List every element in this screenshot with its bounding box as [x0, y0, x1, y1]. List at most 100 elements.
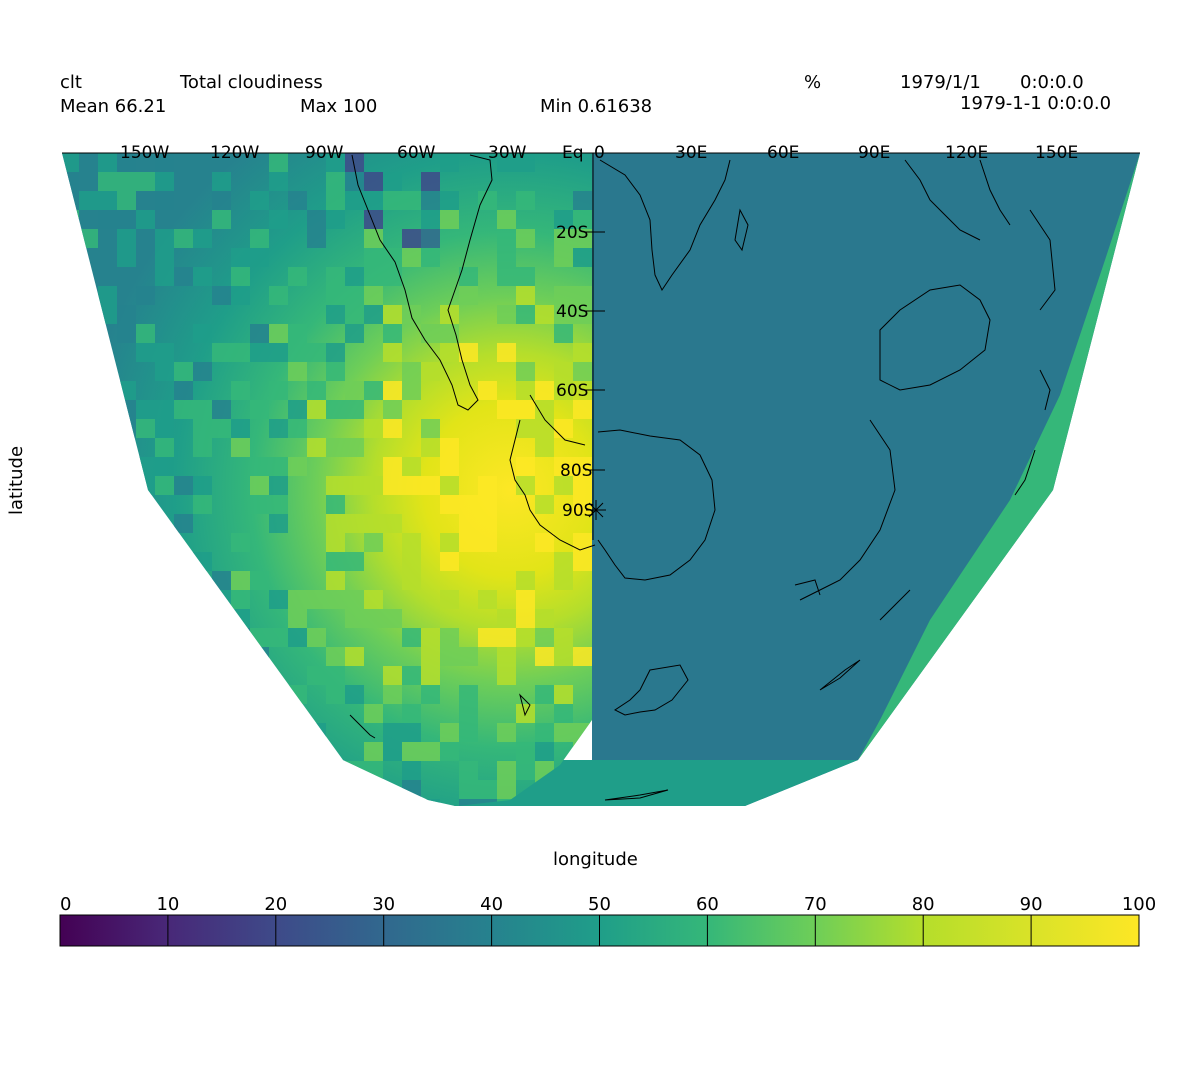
- grid-cell: [231, 343, 250, 362]
- lon-tick-label: 60W: [397, 143, 436, 163]
- grid-cell: [516, 381, 535, 400]
- grid-cell: [364, 248, 383, 267]
- grid-cell: [136, 210, 155, 229]
- grid-cell: [307, 400, 326, 419]
- grid-cell: [573, 343, 592, 362]
- grid-cell: [364, 590, 383, 609]
- grid-cell: [79, 457, 98, 476]
- grid-cell: [269, 324, 288, 343]
- grid-cell: [345, 761, 364, 780]
- grid-cell: [535, 685, 554, 704]
- grid-cell: [288, 343, 307, 362]
- grid-cell: [212, 685, 231, 704]
- grid-cell: [535, 305, 554, 324]
- grid-cell: [212, 210, 231, 229]
- grid-cell: [98, 153, 117, 172]
- grid-cell: [345, 191, 364, 210]
- grid-cell: [174, 476, 193, 495]
- lon-tick-label: 60E: [767, 143, 799, 163]
- grid-cell: [136, 343, 155, 362]
- grid-cell: [250, 571, 269, 590]
- grid-cell: [364, 267, 383, 286]
- grid-cell: [269, 514, 288, 533]
- grid-cell: [62, 742, 79, 761]
- grid-cell: [117, 210, 136, 229]
- variable-name: clt: [60, 72, 82, 93]
- grid-cell: [497, 647, 516, 666]
- grid-cell: [117, 419, 136, 438]
- grid-cell: [174, 267, 193, 286]
- grid-cell: [98, 742, 117, 761]
- grid-cell: [383, 191, 402, 210]
- grid-cell: [326, 495, 345, 514]
- grid-cell: [459, 267, 478, 286]
- grid-cell: [98, 286, 117, 305]
- grid-cell: [212, 419, 231, 438]
- grid-cell: [307, 666, 326, 685]
- grid-cell: [288, 362, 307, 381]
- grid-cell: [516, 229, 535, 248]
- grid-cell: [497, 666, 516, 685]
- grid-cell: [288, 590, 307, 609]
- grid-cell: [288, 267, 307, 286]
- colorbar-tick-label: 70: [804, 894, 827, 915]
- grid-cell: [231, 647, 250, 666]
- grid-cell: [250, 495, 269, 514]
- grid-cell: [62, 571, 79, 590]
- grid-cell: [155, 362, 174, 381]
- min-stat: Min 0.61638: [540, 96, 653, 117]
- grid-cell: [155, 229, 174, 248]
- grid-cell: [573, 400, 592, 419]
- lon-tick-label: Eq: [562, 143, 584, 163]
- grid-cell: [497, 153, 516, 172]
- map-left-region: [62, 153, 592, 806]
- grid-cell: [326, 514, 345, 533]
- grid-cell: [174, 628, 193, 647]
- grid-cell: [345, 400, 364, 419]
- grid-cell: [307, 723, 326, 742]
- grid-cell: [573, 457, 592, 476]
- colorbar-tick-label: 90: [1020, 894, 1043, 915]
- grid-cell: [497, 210, 516, 229]
- grid-cell: [516, 609, 535, 628]
- grid-cell: [478, 590, 497, 609]
- grid-cell: [383, 685, 402, 704]
- grid-cell: [288, 457, 307, 476]
- grid-cell: [79, 704, 98, 723]
- grid-cell: [459, 495, 478, 514]
- grid-cell: [62, 799, 79, 806]
- grid-cell: [364, 286, 383, 305]
- grid-cell: [193, 723, 212, 742]
- grid-cell: [231, 685, 250, 704]
- grid-cell: [79, 799, 98, 806]
- grid-cell: [155, 419, 174, 438]
- grid-cell: [402, 704, 421, 723]
- grid-cell: [535, 647, 554, 666]
- grid-cell: [79, 761, 98, 780]
- grid-cell: [573, 647, 592, 666]
- grid-cell: [62, 419, 79, 438]
- grid-cell: [193, 438, 212, 457]
- grid-cell: [269, 153, 288, 172]
- grid-cell: [136, 780, 155, 799]
- grid-cell: [535, 609, 554, 628]
- grid-cell: [554, 248, 573, 267]
- grid-cell: [269, 704, 288, 723]
- grid-cell: [383, 476, 402, 495]
- map-right-region: [592, 153, 1140, 806]
- grid-cell: [117, 590, 136, 609]
- grid-cell: [136, 666, 155, 685]
- grid-cell: [345, 381, 364, 400]
- grid-cell: [364, 172, 383, 191]
- grid-cell: [497, 343, 516, 362]
- grid-cell: [516, 153, 535, 172]
- grid-cell: [231, 628, 250, 647]
- grid-cell: [307, 628, 326, 647]
- grid-cell: [554, 704, 573, 723]
- grid-cell: [98, 457, 117, 476]
- grid-cell: [440, 723, 459, 742]
- grid-cell: [459, 704, 478, 723]
- grid-cell: [174, 609, 193, 628]
- grid-cell: [62, 400, 79, 419]
- grid-cell: [117, 799, 136, 806]
